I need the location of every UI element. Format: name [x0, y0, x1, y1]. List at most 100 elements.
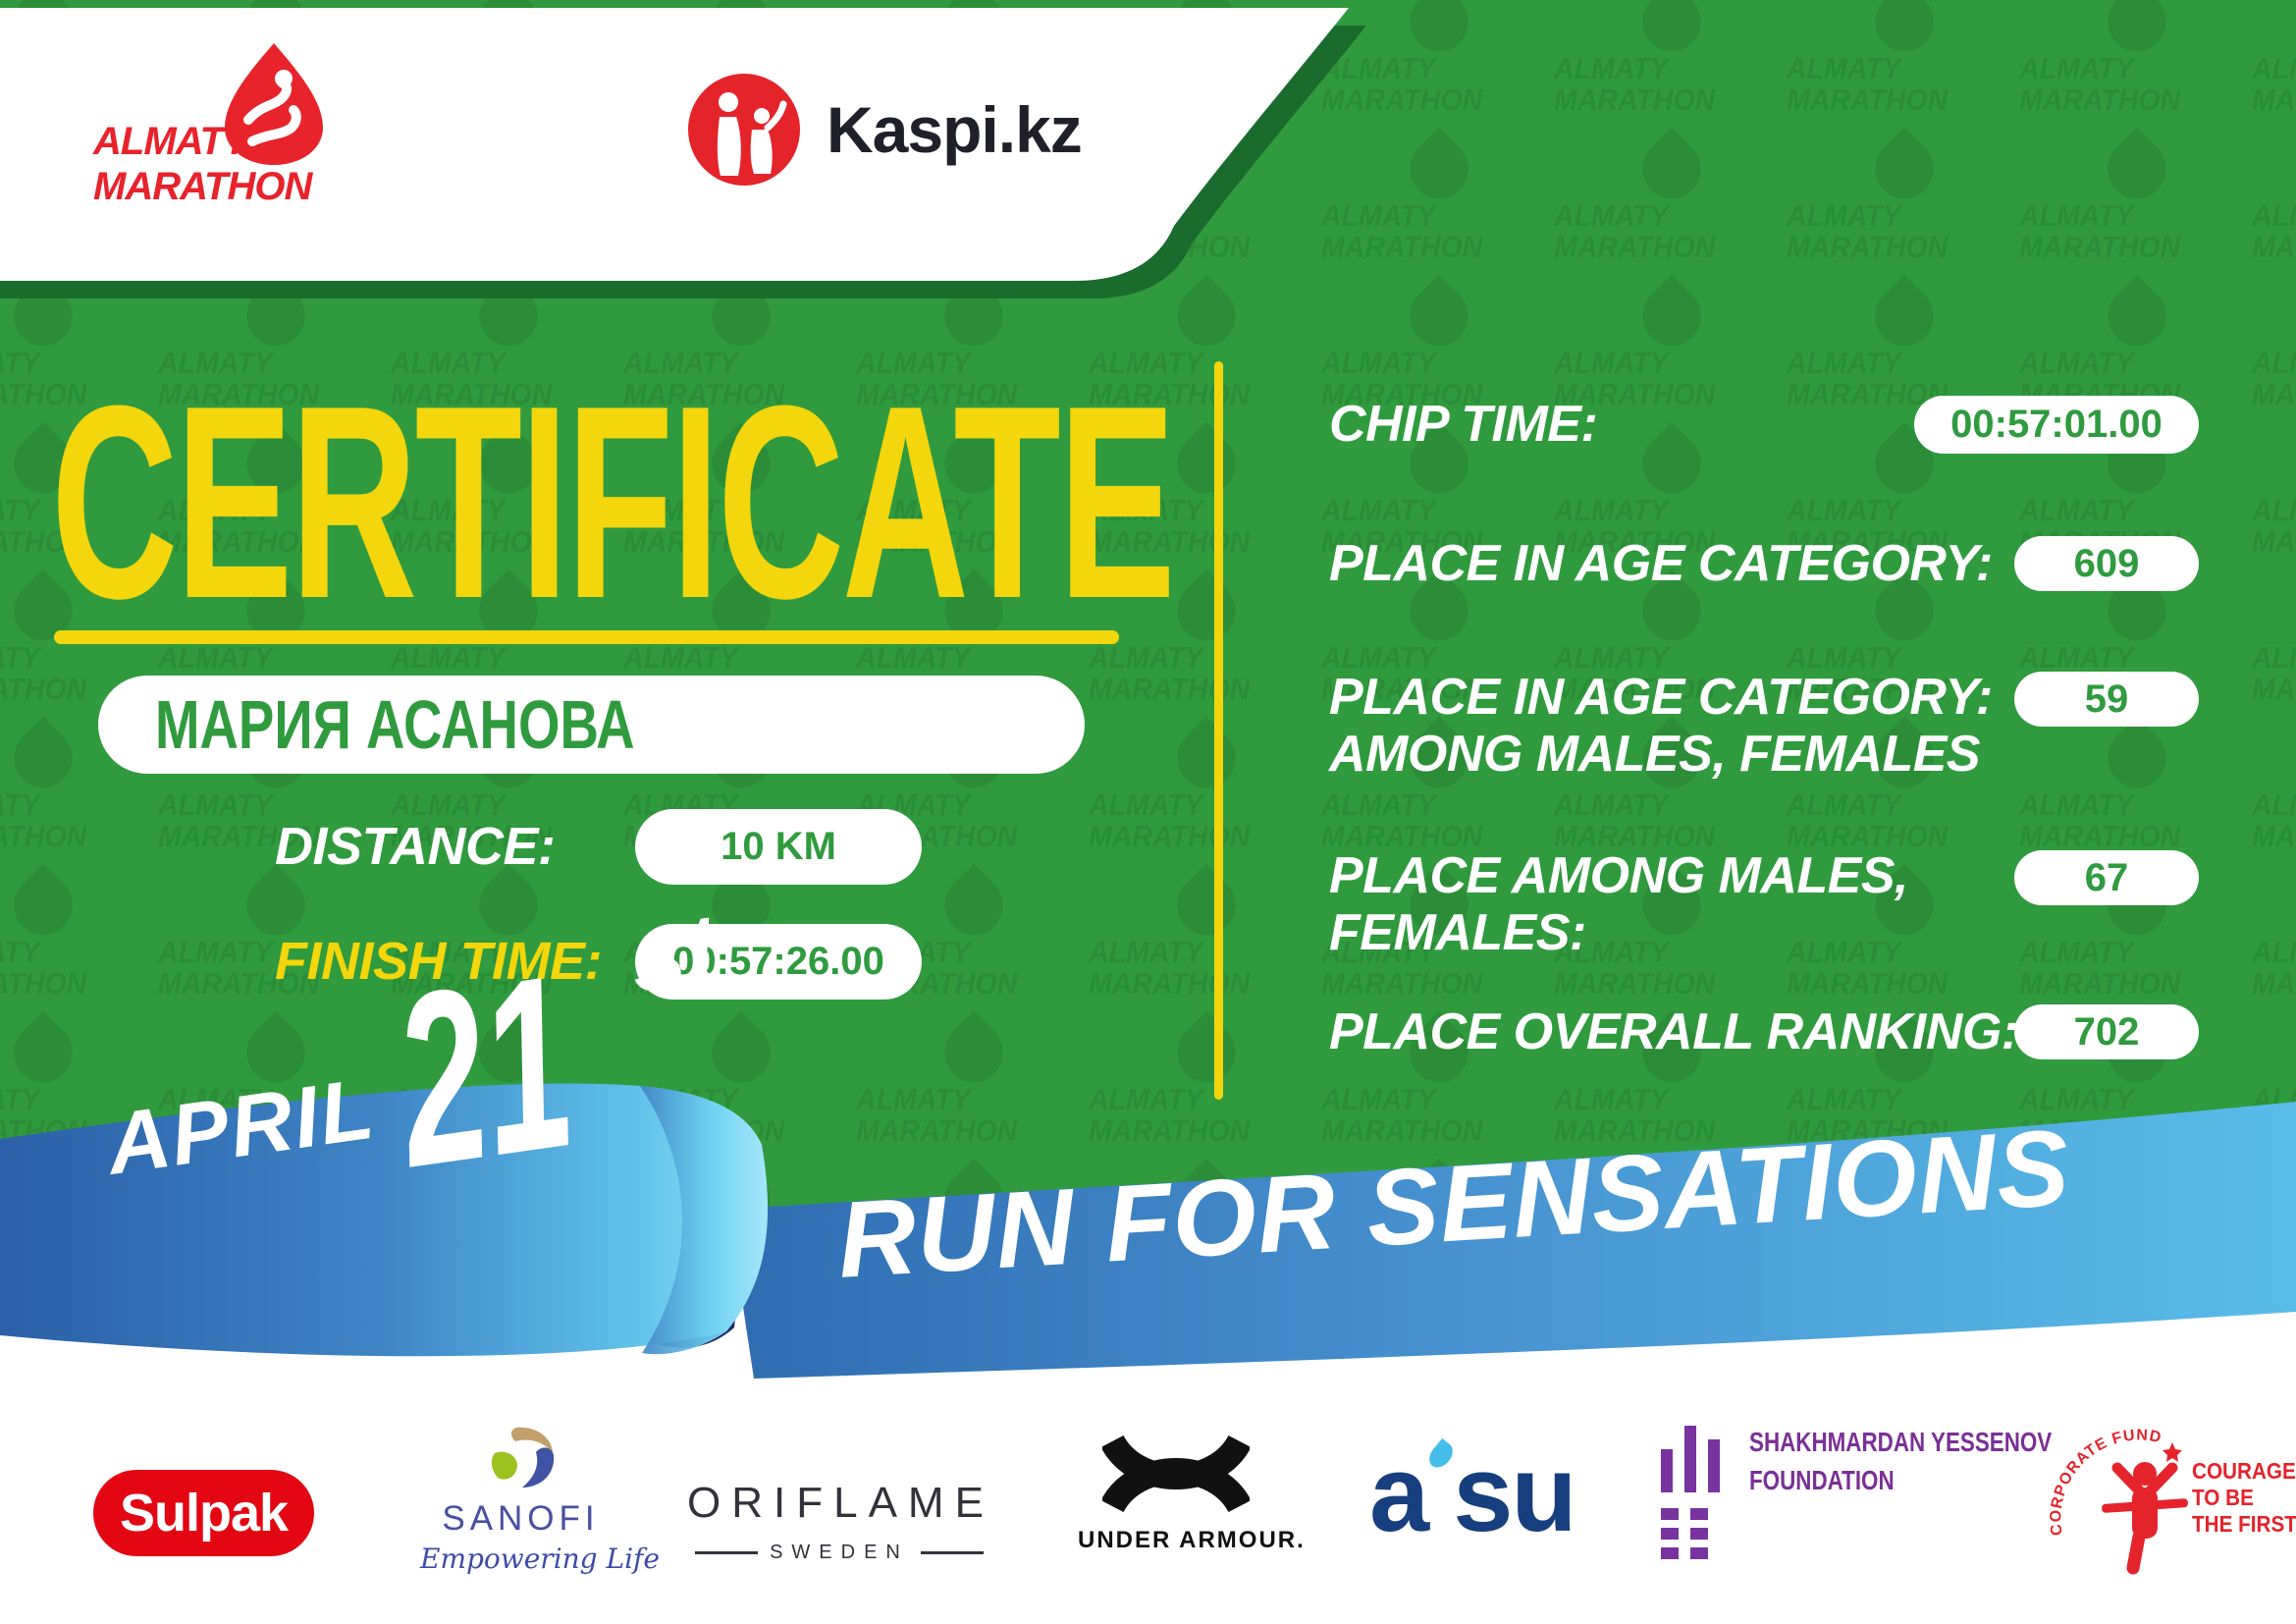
watermark-line1: ALMATY	[1089, 640, 1203, 675]
column-divider	[1214, 361, 1223, 1100]
chip-time-value: 00:57:01.00	[1950, 403, 2163, 446]
courage-icon: CORPORATE FUND	[2048, 1427, 2188, 1575]
sanofi-icon	[491, 1427, 554, 1488]
ribbon-roll-highlight	[640, 1086, 768, 1355]
title-underline	[54, 630, 1119, 644]
ribbon-left-band	[0, 1083, 768, 1357]
age-gender-line2: AMONG MALES, FEMALES	[1329, 726, 1981, 783]
sanofi-tagline: Empowering Life	[420, 1543, 660, 1575]
watermark-line2: MARATHON	[1321, 1113, 1483, 1148]
watermark-line1: ALMATY	[391, 787, 506, 822]
watermark-line1: ALMATY	[2252, 787, 2296, 822]
watermark-line2: MARATHON	[2019, 230, 2181, 264]
yessenov-line1: SHAKHMARDAN YESSENOV	[1749, 1427, 2053, 1457]
watermark-line1: ALMATY	[1787, 198, 1901, 233]
watermark-line1: ALMATY	[158, 346, 273, 380]
watermark-line1: ALMATY	[1321, 198, 1436, 233]
watermark-line1: ALMATY	[2019, 1082, 2134, 1116]
watermark-line1: ALMATY	[0, 935, 40, 969]
watermark-line1: ALMATY	[1321, 493, 1436, 527]
age-gender-pill: 59	[2014, 672, 2199, 727]
oriflame-rule-left	[695, 1551, 759, 1554]
kaspi-logo-text: Kaspi.kz	[827, 93, 1083, 166]
age-category-value: 609	[2073, 541, 2140, 585]
yessenov-icon	[1661, 1426, 1724, 1563]
watermark-line2: MARATHON	[2252, 230, 2296, 264]
sponsor-under-armour-logo: UNDER ARMOUR.	[1078, 1432, 1304, 1554]
watermark-line2: MARATHON	[1787, 230, 1949, 264]
sponsor-asu-logo: a su	[1369, 1434, 1577, 1554]
watermark-line1: ALMATY	[0, 346, 40, 380]
finish-time-value-pill: 00:57:26.00	[635, 924, 922, 1000]
asu-letters-su: su	[1453, 1434, 1576, 1554]
overall-ranking-value: 702	[2073, 1009, 2140, 1054]
courage-line2: TO BE	[2192, 1485, 2254, 1510]
watermark-line1: ALMATY	[2019, 493, 2134, 527]
watermark-line1: ALMATY	[0, 493, 40, 527]
watermark-line1: ALMATY	[1321, 640, 1436, 675]
watermark-line2: MARATHON	[2252, 672, 2296, 706]
watermark-line1: ALMATY	[623, 346, 738, 380]
watermark-line1: ALMATY	[1089, 493, 1203, 527]
watermark-line1: ALMATY	[0, 640, 40, 675]
watermark-line2: MARATHON	[2252, 82, 2296, 117]
watermark-line1: ALMATY	[623, 640, 738, 675]
watermark-line2: MARATHON	[0, 819, 87, 853]
watermark-line1: ALMATY	[1554, 198, 1669, 233]
watermark-line2: MARATHON	[1554, 524, 1716, 559]
courage-line3: THE FIRST!	[2192, 1511, 2296, 1537]
watermark-line2: MARATHON	[1554, 82, 1716, 117]
watermark-line2: MARATHON	[1554, 377, 1716, 411]
watermark-line2: MARATHON	[0, 524, 87, 559]
watermark-line2: MARATHON	[2019, 82, 2181, 117]
header-panel	[0, 8, 1366, 298]
watermark-line2: MARATHON	[1321, 672, 1483, 706]
watermark-line2: MARATHON	[1787, 82, 1949, 117]
distance-label: DISTANCE:	[275, 817, 556, 876]
watermark-line1: ALMATY	[2019, 346, 2134, 380]
watermark-line1: ALMATY	[391, 346, 506, 380]
yessenov-line2: FOUNDATION	[1749, 1465, 1895, 1495]
gender-place-line1: PLACE AMONG MALES,	[1329, 847, 1908, 904]
watermark-line1: ALMATY	[1787, 1082, 1901, 1116]
watermark-line1: ALMATY	[2019, 640, 2134, 675]
watermark-line2: MARATHON	[2252, 819, 2296, 853]
watermark-line1: ALMATY	[2019, 51, 2134, 85]
watermark-line2: MARATHON	[1321, 82, 1483, 117]
asu-letter-a: a	[1369, 1434, 1429, 1554]
watermark-line2: MARATHON	[1554, 672, 1716, 706]
distance-value: 10 KM	[721, 825, 836, 868]
watermark-line1: ALMATY	[1554, 346, 1669, 380]
watermark-line1: ALMATY	[1554, 493, 1669, 527]
watermark-line1: ALMATY	[856, 346, 971, 380]
watermark-line2: MARATHON	[391, 819, 553, 853]
watermark-line1: ALMATY	[2019, 935, 2134, 969]
chip-time-pill: 00:57:01.00	[1914, 396, 2199, 454]
runner-name: МАРИЯ АСАНОВА	[155, 686, 635, 763]
oriflame-rule-right	[920, 1551, 984, 1554]
watermark-line1: ALMATY	[1787, 493, 1901, 527]
watermark-line2: MARATHON	[2019, 966, 2181, 1001]
courage-line1: COURAGE	[2192, 1458, 2296, 1484]
watermark-line2: MARATHON	[1089, 1113, 1251, 1148]
watermark-line2: MARATHON	[391, 377, 553, 411]
finish-time-value: 00:57:26.00	[672, 940, 884, 983]
